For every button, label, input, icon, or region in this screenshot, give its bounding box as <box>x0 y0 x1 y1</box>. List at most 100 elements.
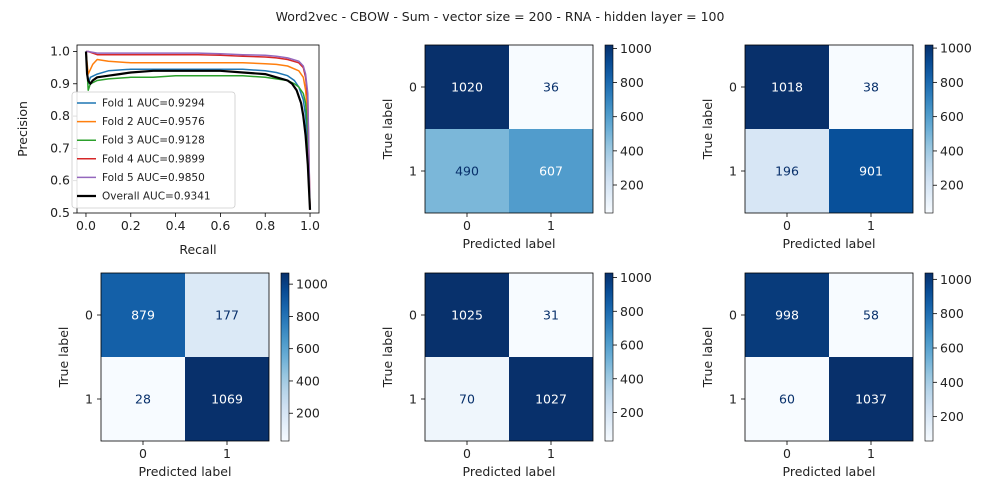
confusion-y-tick-label: 1 <box>729 392 737 407</box>
colorbar <box>924 44 934 214</box>
confusion-cell <box>745 357 829 441</box>
confusion-cell <box>509 129 593 213</box>
pr-legend-label: Fold 5 AUC=0.9850 <box>102 172 205 184</box>
confusion-cell-value: 879 <box>131 308 155 323</box>
confusion-axes-frame <box>424 272 594 442</box>
confusion-y-axis-label: True label <box>700 99 715 161</box>
colorbar <box>280 272 290 442</box>
confusion-cell-value: 177 <box>215 308 239 323</box>
colorbar-tick-label: 600 <box>296 341 320 356</box>
colorbar-tick-label: 200 <box>620 178 644 193</box>
confusion-cell-value: 36 <box>543 80 559 95</box>
confusion-cell-value: 31 <box>543 308 559 323</box>
confusion-x-axis-label: Predicted label <box>783 236 876 251</box>
confusion-x-tick-label: 1 <box>867 446 875 461</box>
confusion-matrix-panel: 1025 31 70 1027 0 1 0 1 Predicted label True labe… <box>380 270 652 479</box>
colorbar-tick-label: 800 <box>620 75 644 90</box>
confusion-cell-value: 1027 <box>535 392 567 407</box>
confusion-cell <box>509 45 593 129</box>
confusion-cell <box>185 357 269 441</box>
confusion-cell-value: 38 <box>863 80 879 95</box>
confusion-cell <box>185 273 269 357</box>
confusion-cell <box>829 45 913 129</box>
confusion-y-tick-label: 0 <box>85 308 93 323</box>
confusion-cell-value: 70 <box>459 392 475 407</box>
pr-series-line <box>84 51 312 210</box>
pr-x-tick-label: 0.2 <box>121 218 141 233</box>
confusion-x-tick-label: 0 <box>783 446 791 461</box>
confusion-cell <box>745 129 829 213</box>
confusion-cell <box>829 273 913 357</box>
confusion-cell <box>745 273 829 357</box>
confusion-y-tick-label: 0 <box>729 308 737 323</box>
confusion-cell <box>829 357 913 441</box>
confusion-cell-value: 196 <box>775 164 799 179</box>
confusion-axes-frame <box>424 44 594 214</box>
confusion-cell <box>425 45 509 129</box>
confusion-cell-value: 998 <box>775 308 799 323</box>
confusion-cell <box>101 357 185 441</box>
figure-title: Word2vec - CBOW - Sum - vector size = 20… <box>276 9 725 24</box>
pr-x-tick-label: 0.8 <box>255 218 275 233</box>
confusion-y-tick-label: 1 <box>85 392 93 407</box>
pr-x-axis-label: Recall <box>179 242 216 257</box>
confusion-axes-frame <box>744 44 914 214</box>
panels: 0.0 0.2 0.4 0.6 0.8 1.0 0.5 0.6 0.7 0.8 0.9 1.0 Reca… <box>15 41 972 479</box>
pr-y-tick-label: 0.9 <box>50 76 70 91</box>
confusion-x-tick-label: 0 <box>139 446 147 461</box>
confusion-y-axis-label: True label <box>56 327 71 389</box>
pr-legend-label: Fold 4 AUC=0.9899 <box>102 153 205 165</box>
confusion-cell <box>425 357 509 441</box>
pr-x-tick-label: 0.4 <box>166 218 186 233</box>
confusion-matrix-panel: 879 177 28 1069 0 1 0 1 Predicted label True labe… <box>56 272 328 479</box>
confusion-x-tick-label: 1 <box>223 446 231 461</box>
confusion-axes-frame <box>100 272 270 442</box>
colorbar-tick-label: 600 <box>620 109 644 124</box>
confusion-y-axis-label: True label <box>380 327 395 389</box>
confusion-axes-frame <box>744 272 914 442</box>
pr-curve-panel: 0.0 0.2 0.4 0.6 0.8 1.0 0.5 0.6 0.7 0.8 0.9 1.0 Reca… <box>15 43 320 257</box>
confusion-x-tick-label: 0 <box>463 446 471 461</box>
confusion-cell <box>745 45 829 129</box>
confusion-y-tick-label: 0 <box>409 308 417 323</box>
confusion-cell-value: 60 <box>779 392 795 407</box>
colorbar-tick-label: 1000 <box>296 277 328 292</box>
confusion-x-axis-label: Predicted label <box>463 464 556 479</box>
confusion-cell-value: 1018 <box>771 80 803 95</box>
confusion-cell-value: 58 <box>863 308 879 323</box>
colorbar-tick-label: 800 <box>940 75 964 90</box>
confusion-cell <box>509 357 593 441</box>
colorbar-tick-label: 1000 <box>620 41 652 56</box>
pr-y-axis-label: Precision <box>15 101 30 157</box>
confusion-cell <box>425 273 509 357</box>
pr-series-line <box>86 50 311 210</box>
colorbar-tick-label: 800 <box>940 306 964 321</box>
confusion-x-axis-label: Predicted label <box>463 236 556 251</box>
confusion-cell-value: 901 <box>859 164 883 179</box>
confusion-x-tick-label: 0 <box>463 218 471 233</box>
confusion-cell-value: 1037 <box>855 392 887 407</box>
confusion-cell-value: 1020 <box>451 80 483 95</box>
pr-legend-label: Fold 3 AUC=0.9128 <box>102 135 205 147</box>
confusion-x-tick-label: 1 <box>867 218 875 233</box>
pr-y-tick-label: 0.7 <box>50 140 70 155</box>
confusion-cell <box>509 273 593 357</box>
confusion-cell-value: 28 <box>135 392 151 407</box>
pr-legend-label: Overall AUC=0.9341 <box>102 191 211 203</box>
pr-legend-label: Fold 2 AUC=0.9576 <box>102 116 205 128</box>
colorbar <box>604 272 614 442</box>
confusion-x-tick-label: 1 <box>547 218 555 233</box>
confusion-x-axis-label: Predicted label <box>139 464 232 479</box>
pr-series-line <box>85 51 311 210</box>
colorbar-tick-label: 1000 <box>620 270 652 285</box>
confusion-cell-value: 1025 <box>451 308 483 323</box>
colorbar-tick-label: 1000 <box>940 272 972 287</box>
confusion-cell <box>101 273 185 357</box>
confusion-cell-value: 490 <box>455 164 479 179</box>
colorbar-tick-label: 200 <box>620 405 644 420</box>
pr-legend-box <box>71 91 236 209</box>
colorbar-tick-label: 400 <box>296 373 320 388</box>
confusion-matrix-panel: 1018 38 196 901 0 1 0 1 Predicted label True labe… <box>700 41 972 251</box>
colorbar-tick-label: 200 <box>940 409 964 424</box>
pr-x-tick-label: 1.0 <box>300 218 320 233</box>
